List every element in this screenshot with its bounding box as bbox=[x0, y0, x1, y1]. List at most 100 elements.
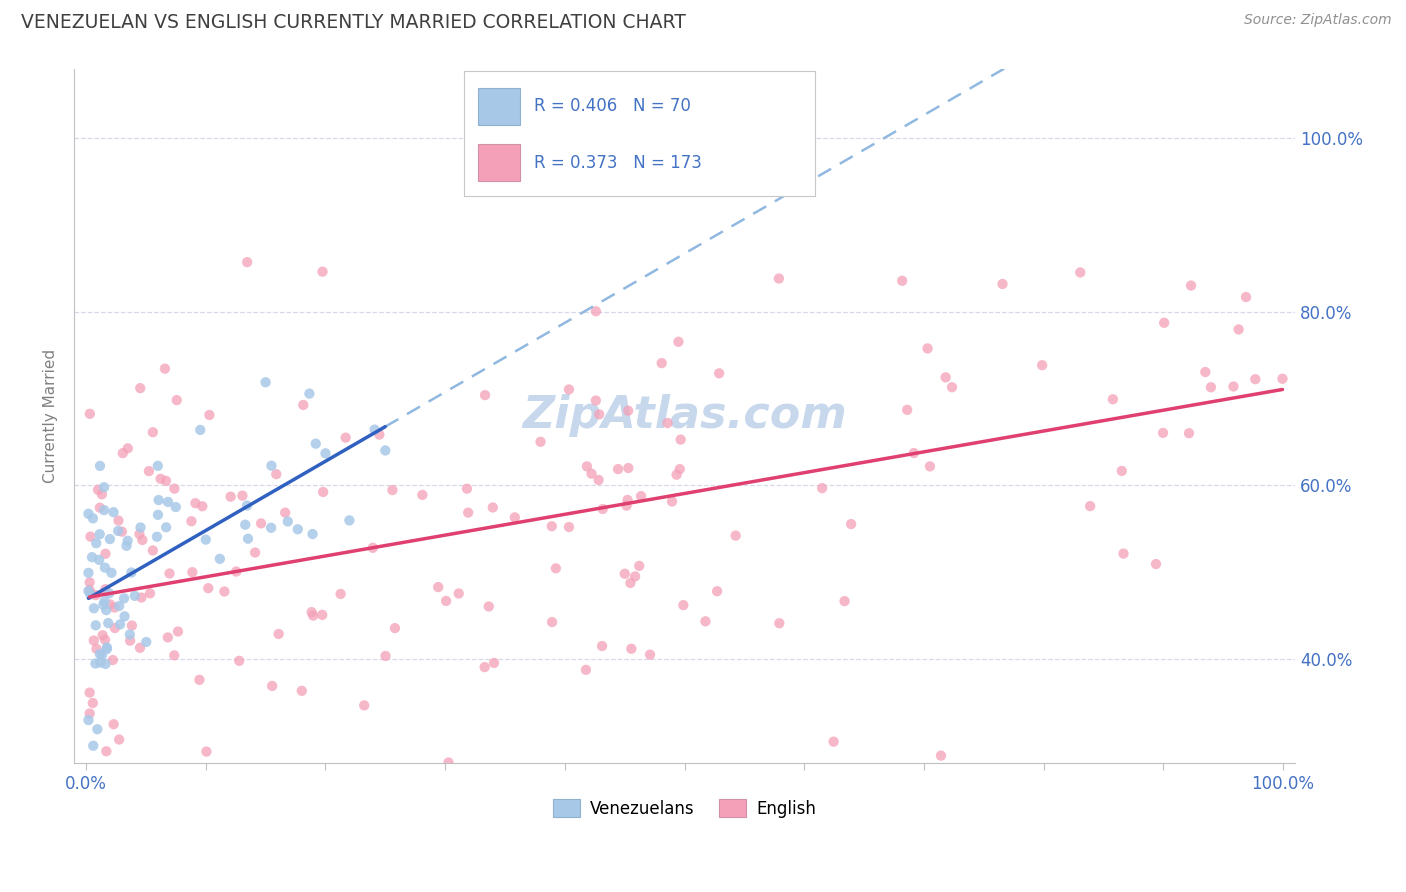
Point bbox=[558, 520, 581, 534]
Text: R = 0.373   N = 173: R = 0.373 N = 173 bbox=[534, 153, 702, 171]
Point bbox=[121, 618, 143, 632]
Point bbox=[96, 642, 118, 657]
Point bbox=[97, 616, 120, 631]
Point bbox=[166, 393, 188, 408]
Point bbox=[107, 514, 129, 528]
Point bbox=[163, 648, 186, 663]
Point bbox=[155, 474, 177, 488]
Point bbox=[188, 673, 211, 687]
Point bbox=[624, 569, 647, 583]
Point bbox=[103, 505, 125, 519]
Point bbox=[274, 506, 297, 520]
Point bbox=[540, 519, 562, 533]
Point bbox=[148, 493, 170, 508]
Point bbox=[588, 473, 610, 487]
Point bbox=[146, 530, 169, 544]
Point bbox=[146, 458, 169, 473]
Point bbox=[437, 756, 460, 770]
Point bbox=[128, 527, 150, 541]
Point bbox=[93, 503, 115, 517]
Point bbox=[254, 376, 277, 390]
Point bbox=[93, 480, 115, 494]
Point bbox=[89, 527, 111, 541]
Point bbox=[77, 566, 100, 580]
Point bbox=[292, 398, 315, 412]
Point bbox=[456, 482, 478, 496]
Point bbox=[707, 367, 730, 381]
Point bbox=[191, 500, 214, 514]
Point bbox=[98, 598, 121, 612]
Y-axis label: Currently Married: Currently Married bbox=[44, 349, 58, 483]
FancyBboxPatch shape bbox=[478, 144, 520, 181]
Text: R = 0.406   N = 70: R = 0.406 N = 70 bbox=[534, 97, 692, 115]
Point bbox=[114, 609, 136, 624]
Point bbox=[108, 617, 131, 632]
Point bbox=[613, 566, 636, 581]
Point bbox=[233, 517, 256, 532]
Point bbox=[668, 334, 690, 349]
Point bbox=[267, 778, 290, 792]
Point bbox=[108, 732, 131, 747]
Point bbox=[361, 541, 384, 555]
Point bbox=[616, 499, 638, 513]
Point bbox=[620, 641, 643, 656]
Point bbox=[1199, 380, 1222, 394]
Point bbox=[891, 274, 914, 288]
Point bbox=[335, 431, 357, 445]
Point bbox=[661, 494, 683, 508]
Point bbox=[104, 621, 127, 635]
Point bbox=[129, 520, 152, 534]
Point bbox=[129, 381, 152, 395]
Point bbox=[1031, 358, 1053, 372]
Point bbox=[117, 533, 139, 548]
Point bbox=[214, 584, 236, 599]
Point bbox=[616, 492, 638, 507]
Point bbox=[197, 581, 219, 595]
Point bbox=[79, 407, 101, 421]
Point bbox=[86, 641, 108, 656]
Point bbox=[79, 706, 101, 721]
Point bbox=[165, 500, 187, 514]
Point bbox=[277, 515, 299, 529]
Point bbox=[695, 615, 717, 629]
Point bbox=[142, 425, 165, 440]
Point bbox=[1153, 316, 1175, 330]
Point bbox=[588, 408, 610, 422]
Point bbox=[1180, 278, 1202, 293]
Point bbox=[575, 663, 598, 677]
Point bbox=[474, 388, 496, 402]
Point bbox=[91, 628, 114, 642]
Point bbox=[544, 561, 567, 575]
Point bbox=[100, 566, 122, 580]
Point bbox=[316, 778, 339, 792]
Point bbox=[311, 265, 333, 279]
Point bbox=[1112, 547, 1135, 561]
Point bbox=[159, 566, 181, 581]
Point bbox=[79, 583, 101, 598]
Point bbox=[1234, 290, 1257, 304]
Point bbox=[108, 599, 131, 613]
Point bbox=[225, 565, 247, 579]
Point bbox=[77, 583, 100, 598]
Point bbox=[195, 745, 218, 759]
Point bbox=[1222, 379, 1244, 393]
Point bbox=[77, 507, 100, 521]
Point bbox=[155, 520, 177, 534]
Point bbox=[111, 524, 134, 539]
Point bbox=[87, 782, 110, 797]
Point bbox=[1144, 557, 1167, 571]
Point bbox=[231, 489, 253, 503]
Point bbox=[529, 434, 551, 449]
Point bbox=[617, 461, 640, 475]
Point bbox=[153, 361, 176, 376]
Point bbox=[591, 639, 613, 653]
Point bbox=[1244, 372, 1267, 386]
Point bbox=[84, 618, 107, 632]
Point bbox=[339, 513, 361, 527]
Point bbox=[79, 685, 101, 699]
Point bbox=[447, 586, 470, 600]
Point bbox=[311, 607, 333, 622]
Point bbox=[77, 713, 100, 727]
Point bbox=[1069, 265, 1091, 279]
Point bbox=[118, 627, 141, 641]
